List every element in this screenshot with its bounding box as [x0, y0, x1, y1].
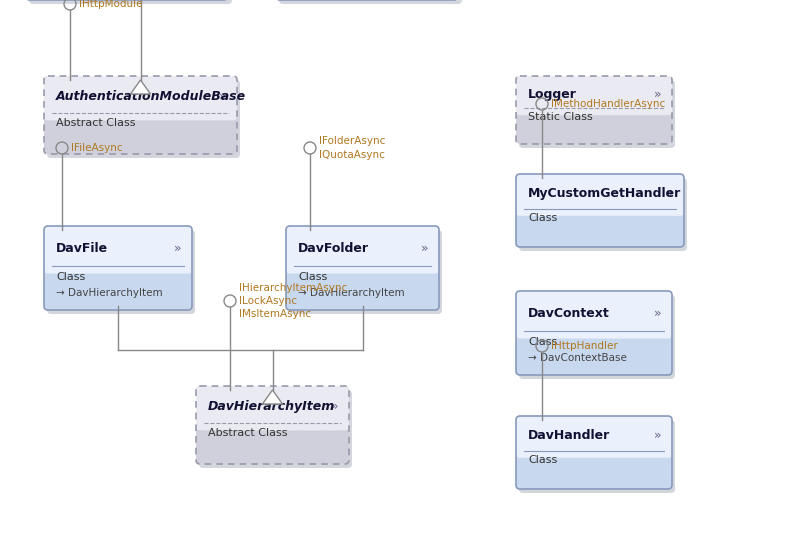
Text: Abstract Class: Abstract Class [56, 118, 135, 128]
Text: Static Class: Static Class [528, 112, 593, 122]
FancyBboxPatch shape [196, 386, 349, 431]
Polygon shape [130, 80, 150, 94]
FancyBboxPatch shape [29, 0, 232, 4]
Text: Class: Class [528, 455, 558, 465]
FancyBboxPatch shape [47, 230, 195, 314]
FancyBboxPatch shape [516, 76, 672, 115]
Text: Logger: Logger [528, 88, 577, 101]
FancyBboxPatch shape [44, 76, 237, 154]
Text: »: » [654, 307, 662, 320]
FancyBboxPatch shape [196, 386, 349, 464]
FancyBboxPatch shape [286, 226, 439, 273]
Text: Class: Class [298, 272, 327, 282]
FancyBboxPatch shape [519, 295, 675, 379]
FancyBboxPatch shape [516, 174, 684, 247]
Text: DavContext: DavContext [528, 307, 610, 320]
FancyBboxPatch shape [47, 80, 240, 158]
Text: »: » [654, 429, 662, 442]
Text: → DavHierarchyItem: → DavHierarchyItem [298, 288, 405, 298]
Text: IHttpModule: IHttpModule [79, 0, 142, 9]
Text: DavHandler: DavHandler [528, 429, 610, 442]
Text: IFolderAsync
IQuotaAsync: IFolderAsync IQuotaAsync [319, 137, 386, 160]
Text: → DavContextBase: → DavContextBase [528, 353, 627, 363]
Text: AuthenticationModuleBase: AuthenticationModuleBase [56, 90, 246, 103]
Text: »: » [174, 242, 182, 255]
FancyBboxPatch shape [44, 226, 192, 273]
FancyBboxPatch shape [519, 420, 675, 493]
Text: → DavHierarchyItem: → DavHierarchyItem [56, 288, 162, 298]
FancyBboxPatch shape [516, 291, 672, 338]
Text: IHierarchyItemAsync
ILockAsync
IMsItemAsync: IHierarchyItemAsync ILockAsync IMsItemAs… [239, 283, 347, 319]
FancyBboxPatch shape [519, 178, 687, 251]
Text: Class: Class [56, 272, 86, 282]
Polygon shape [262, 390, 282, 404]
Text: MyCustomGetHandler: MyCustomGetHandler [528, 187, 682, 200]
FancyBboxPatch shape [199, 390, 352, 468]
Text: »: » [421, 242, 429, 255]
Text: »: » [331, 400, 339, 413]
Text: »: » [219, 90, 227, 103]
Text: »: » [654, 88, 662, 101]
Text: Abstract Class: Abstract Class [208, 428, 287, 438]
FancyBboxPatch shape [516, 416, 672, 489]
FancyBboxPatch shape [44, 226, 192, 310]
FancyBboxPatch shape [279, 0, 462, 4]
FancyBboxPatch shape [44, 76, 237, 120]
Text: DavFolder: DavFolder [298, 242, 369, 255]
Text: »: » [666, 187, 674, 200]
Text: DavFile: DavFile [56, 242, 108, 255]
Text: Class: Class [528, 213, 558, 223]
FancyBboxPatch shape [286, 226, 439, 310]
Text: IFileAsync: IFileAsync [71, 143, 122, 153]
Text: DavHierarchyItem: DavHierarchyItem [208, 400, 335, 413]
Text: IHttpHandler: IHttpHandler [551, 341, 618, 351]
FancyBboxPatch shape [516, 291, 672, 375]
FancyBboxPatch shape [289, 230, 442, 314]
FancyBboxPatch shape [516, 76, 672, 144]
FancyBboxPatch shape [519, 80, 675, 148]
FancyBboxPatch shape [516, 174, 684, 216]
Text: Class: Class [528, 337, 558, 347]
FancyBboxPatch shape [516, 416, 672, 458]
Text: IMethodHandlerAsync: IMethodHandlerAsync [551, 99, 666, 109]
